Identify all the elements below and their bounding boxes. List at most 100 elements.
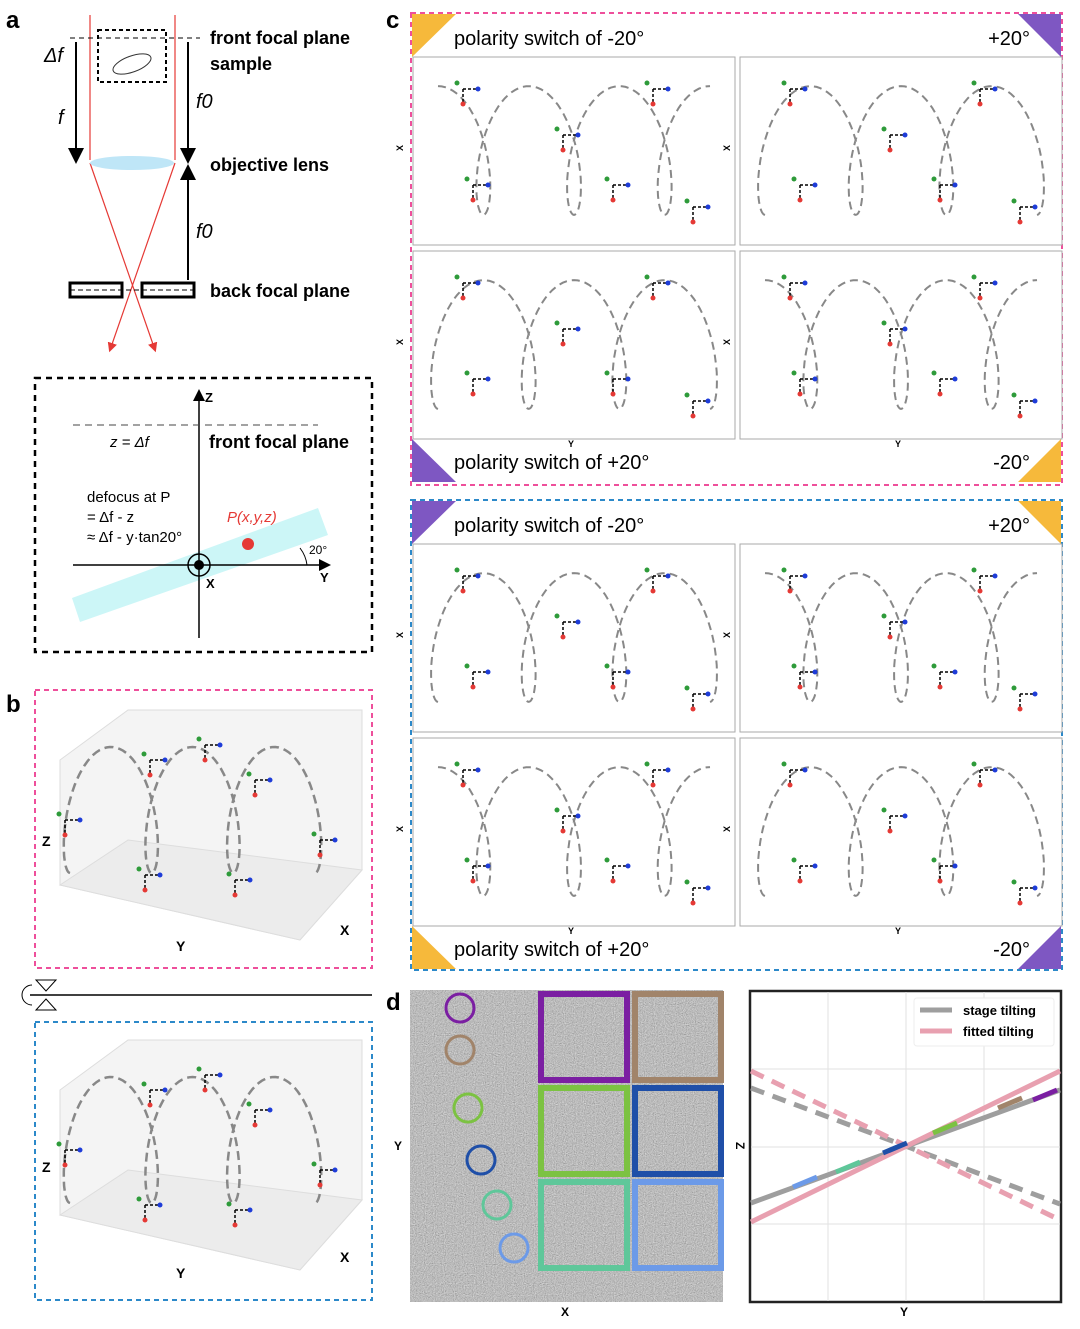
y-axis-label: Y [895,926,901,936]
panel-a: a Δf f f0 f0 front focal plane sample ob… [6,7,374,654]
particle-circle [498,1232,530,1264]
f0-label: f0 [196,91,213,113]
x-axis-label: X [395,632,405,638]
helix-trajectory [764,279,1038,410]
flip-icon [34,979,58,992]
trajectory-subplot: X [722,543,1063,733]
particle-arrow [1032,1087,1058,1103]
trajectory-subplot: XY [395,250,736,449]
particle-crop [541,1088,627,1174]
particle-arrow [882,1140,908,1156]
panel-d: d Y X stage tilting fitted tilting Y Z [386,989,1063,1319]
particle-arrow [835,1159,861,1175]
back-focal-plane-label: back focal plane [210,281,350,301]
block-footer: polarity switch of +20° [454,452,649,474]
f0-label: f0 [196,221,213,243]
helix-trajectory [430,572,718,703]
particle-crop [635,1182,721,1268]
particle-arrow [997,1095,1023,1111]
y-axis-label: Y [320,570,329,585]
block-header-angle: +20° [988,28,1030,50]
objective-lens-label: objective lens [210,155,329,175]
panel-label-c: c [386,7,399,34]
ray [89,162,158,353]
helix-trajectory [430,279,718,410]
particle-crop-frame [632,1085,724,1177]
point-p-label: P(x,y,z) [227,509,277,526]
trajectory-subplot: XY [722,250,1063,449]
z-axis-label: Z [205,390,213,405]
corner-marker [1018,439,1061,482]
polarity-top-frame [34,689,373,969]
particle-crop-frame [632,991,724,1083]
plane-equation: z = Δf [109,434,151,451]
particle-circle [465,1144,497,1176]
legend-label: fitted tilting [963,1024,1034,1039]
point-p [242,538,254,550]
trajectory-subplot: XY [722,737,1063,936]
polarity-block: polarity switch of -20° +20° polarity swit… [395,499,1063,971]
particle-circle [444,1034,476,1066]
panel-c: c polarity switch of -20° +20°polarity sw… [386,7,1063,971]
f-label: f [58,107,66,129]
particle-crop-frame [538,1085,630,1177]
corner-marker [1018,501,1061,544]
block-frame [410,499,1063,971]
sample-label: sample [210,54,272,74]
particle-arrow [932,1120,958,1136]
helix-trajectory [437,766,711,897]
fitted-tilting-line [749,1068,1062,1225]
defocus-inset-frame [33,376,374,654]
particle-crop [541,1182,627,1268]
objective-lens-icon [90,156,174,170]
trajectory-subplot: X [722,56,1063,246]
legend-label: stage tilting [963,1003,1036,1018]
particle-circle [452,1092,484,1124]
image-y-label: Y [394,1139,402,1153]
particle-crop [635,1088,721,1174]
y-axis-label: Y [568,926,574,936]
corner-marker [1018,926,1061,969]
particle-crop [541,994,627,1080]
block-footer-angle: -20° [993,452,1030,474]
block-frame [410,12,1063,486]
front-focal-plane-label: front focal plane [210,28,350,48]
z-axis-label: Z [42,833,51,849]
polarity-bottom-frame [34,1021,373,1301]
x-axis-label: X [340,922,350,938]
helix-trajectory [62,1075,323,1205]
defocus-text: = Δf - z [87,509,134,526]
x-axis-label: X [395,826,405,832]
block-header-angle: +20° [988,515,1030,537]
corner-marker [1018,14,1061,57]
3d-helix-plot-top [56,709,364,941]
ray [107,162,176,353]
defocus-text: defocus at P [87,489,170,506]
front-focal-plane-label: front focal plane [209,432,349,452]
defocus-text: ≈ Δf - y·tan20° [87,529,182,546]
x-axis-label: X [395,145,405,151]
sample-icon [112,53,152,75]
plot-y-label: Z [733,1142,747,1149]
corner-marker [412,926,456,969]
polarity-block: polarity switch of -20° +20° polarity swit… [395,12,1063,486]
block-footer: polarity switch of +20° [454,939,649,961]
helix-trajectory [757,85,1045,216]
helix-trajectory [757,766,1045,897]
x-axis-label: X [722,339,732,345]
block-footer-angle: -20° [993,939,1030,961]
particle-crop-frame [632,1179,724,1271]
x-axis-label: X [722,145,732,151]
y-axis-label: Y [568,439,574,449]
trajectory-subplot: XY [395,737,736,936]
panel-label-a: a [6,7,20,34]
helix-trajectory [437,85,711,216]
panel-label-d: d [386,989,401,1016]
trajectory-subplot: X [395,56,736,246]
image-x-label: X [561,1305,569,1319]
particle-crop-frame [538,991,630,1083]
corner-marker [412,439,456,482]
3d-helix-plot-bottom [56,1039,364,1271]
plot-x-label: Y [900,1305,908,1319]
particle-crop [635,994,721,1080]
